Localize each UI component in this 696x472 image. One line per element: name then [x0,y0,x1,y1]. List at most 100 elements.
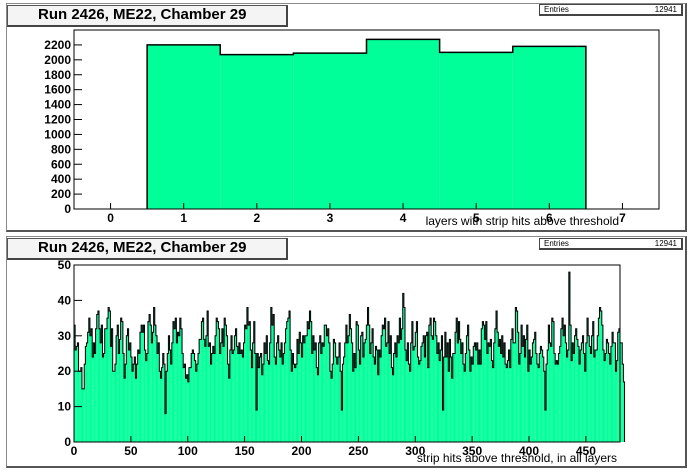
histogram-bar [291,371,293,442]
histogram-bar [418,364,420,442]
histogram-bar [618,328,620,442]
histogram-bar [147,321,150,442]
histogram-bar [303,342,305,442]
histogram-bar [620,342,622,442]
histogram-bar [157,353,159,442]
histogram-bar [391,367,393,442]
histogram-bar [523,335,525,442]
histogram-bar [205,335,208,442]
histogram-bar [109,311,111,442]
histogram-bar [383,328,385,442]
histogram-bar [403,307,406,442]
histogram-bar [150,325,152,442]
histogram-bar [533,339,535,442]
histogram-bar [353,353,355,442]
histogram-bar [218,328,220,442]
histogram-bar [104,328,106,442]
histogram-bar [315,342,317,442]
histogram-bar [458,321,460,442]
histogram-bar [359,364,361,442]
histogram-bar [312,335,315,442]
histogram-bar [569,325,572,442]
histogram-bar [174,328,176,442]
histogram-bar [349,314,351,442]
histogram-bar [505,364,507,442]
histogram-bar [76,346,78,442]
histogram-bar [497,332,499,442]
histogram-bar [544,410,547,442]
histogram-bar [167,353,169,442]
histogram-bar [186,374,188,442]
histogram-bar [576,339,578,442]
histogram-bar [320,353,322,442]
histogram-bar [498,346,500,442]
histogram-bar [226,335,228,442]
x-tick-label: 4 [400,211,407,225]
histogram-bar [515,307,517,442]
histogram-bar [237,353,239,442]
histogram-bar [304,335,307,442]
histogram-bar [119,339,121,442]
histogram-bar [375,346,377,442]
histogram-bar [439,52,513,209]
histogram-bar [89,335,92,442]
x-tick-label: 250 [348,444,368,458]
histogram-bar [211,353,213,442]
histogram-bar [227,364,229,442]
histogram-bar [339,342,341,442]
histogram-bar [225,325,227,442]
histogram-bar [511,328,514,442]
histogram-bar [473,346,475,442]
histogram-bar [341,410,343,442]
histogram-bar [337,357,340,442]
histogram-bar [382,325,384,442]
x-tick-label: 150 [235,444,255,458]
histogram-bar [566,357,568,442]
histogram-bar [333,339,335,442]
histogram-bar [613,342,615,442]
histogram-bar [485,321,487,442]
histogram-bar [183,367,185,442]
histogram-bar [559,346,561,442]
histogram-bar [482,321,484,442]
histogram-bar [480,364,482,442]
histogram-bar [332,364,334,442]
histogram-bar [435,335,437,442]
histogram-bar [543,371,545,442]
histogram-bar [577,346,580,442]
histogram-bar [612,332,614,442]
histogram-bar [500,353,502,442]
y-tick-label: 1000 [44,127,71,141]
histogram-bar [492,367,494,442]
histogram-bar [571,360,573,442]
x-tick-label: 200 [291,444,311,458]
histogram-bar [467,325,469,442]
histogram-bar [443,357,445,442]
histogram-bar [551,318,553,442]
histogram-bar [415,332,417,442]
histogram-bar [502,357,504,442]
histogram-bar [334,342,336,442]
histogram-bar [240,353,242,442]
histogram-bar [558,353,560,442]
histogram-bar [159,371,161,442]
histogram-bar [550,346,552,442]
histogram-bar [392,374,394,442]
histogram-bar [135,378,137,442]
histogram-bar [601,325,603,442]
histogram-bar [177,332,179,442]
histogram-bar [113,371,115,442]
histogram-bar [541,349,543,442]
x-tick-label: 3 [327,211,334,225]
histogram-outline [73,271,626,442]
histogram-bar [428,325,431,442]
histogram-bar [197,353,200,442]
histogram-bar [182,353,184,442]
histogram-bar [463,364,465,442]
y-tick-label: 800 [51,142,71,156]
histogram-bar [535,353,537,442]
histogram-bar [466,335,468,442]
histogram-bar [518,364,520,442]
histogram-bar [565,342,567,442]
histogram-bar [111,328,113,442]
